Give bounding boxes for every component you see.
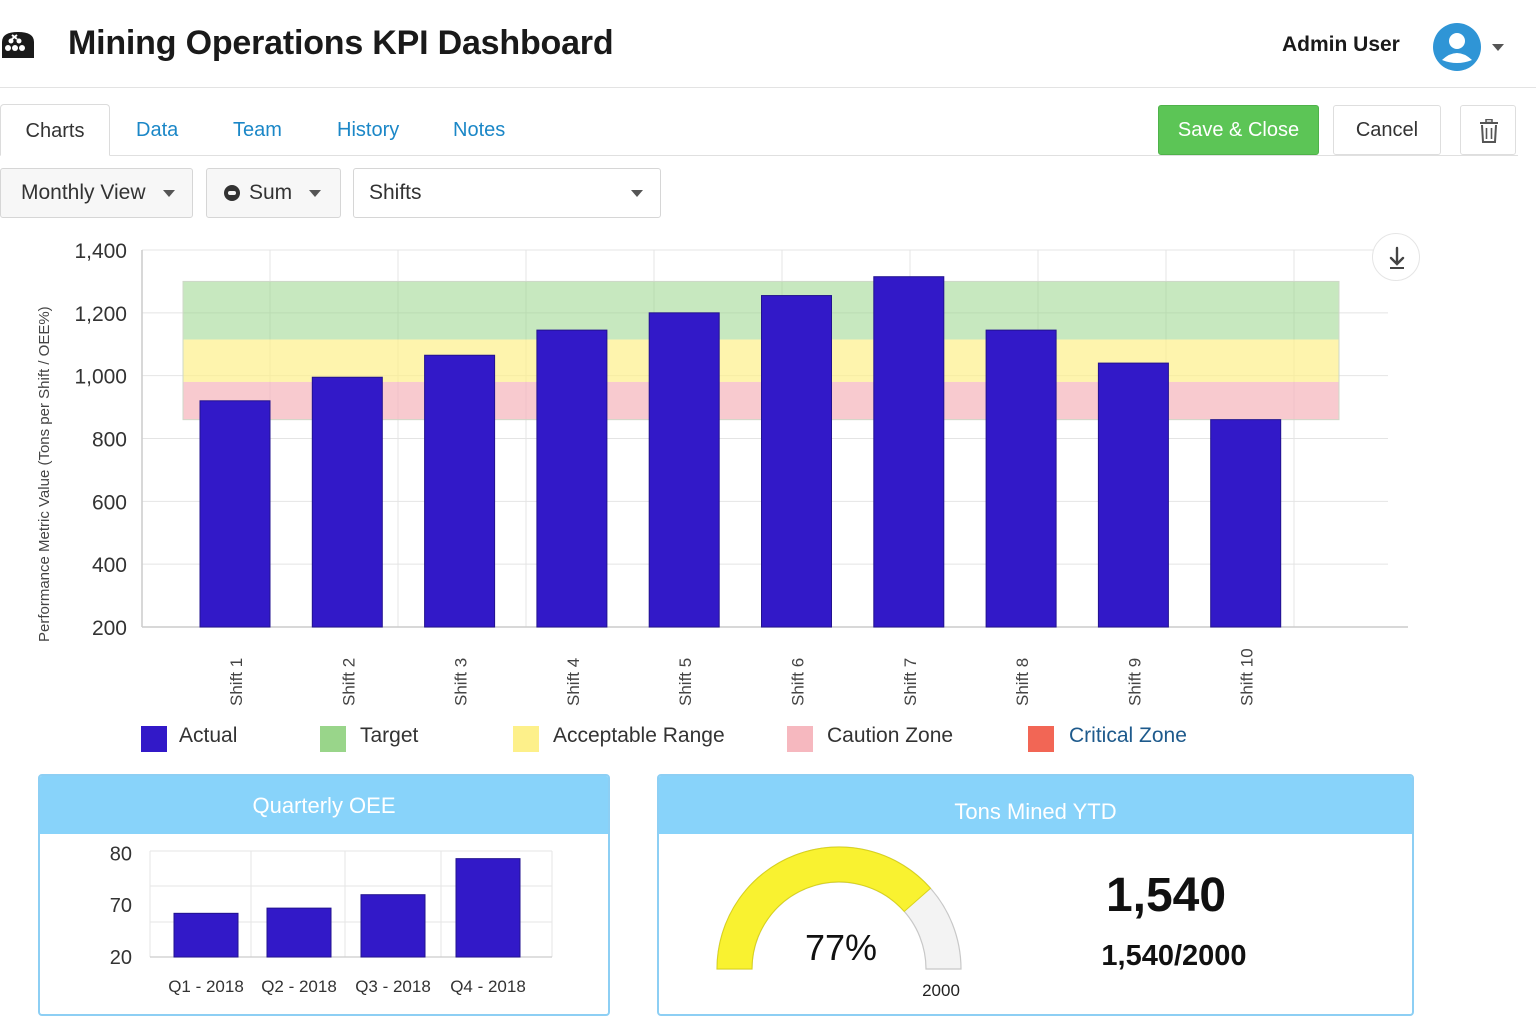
x-tick-label: Shift 3	[452, 658, 471, 706]
quarterly-oee-card: Quarterly OEE 80 70 20 Q1 - 2018 Q2 - 2018 Q3…	[38, 774, 610, 1016]
shift-performance-chart: 200 400 600 800 1,000 1,200 1,400 Shift 1 Shift …	[36, 240, 1408, 706]
tab-data[interactable]: Data	[136, 119, 179, 141]
x-tick-label: Q3 - 2018	[355, 977, 431, 996]
y-tick-label: 1,200	[74, 303, 127, 326]
y-tick-label: 600	[92, 491, 127, 514]
legend-swatch	[513, 726, 539, 752]
y-tick-label: 800	[92, 429, 127, 452]
download-icon	[1389, 246, 1405, 269]
quarterly-oee-chart: 80 70 20 Q1 - 2018 Q2 - 2018 Q3 - 2018 Q4 - 20…	[110, 844, 553, 996]
legend-swatch	[141, 726, 167, 752]
bar-shift-5	[648, 312, 720, 628]
x-tick-label: Q1 - 2018	[168, 977, 244, 996]
aggregate-select[interactable]: Sum	[206, 168, 341, 218]
legend-label: Actual	[179, 724, 238, 747]
tons-big-value: 1,540	[1105, 869, 1227, 922]
cancel-button[interactable]: Cancel	[1333, 105, 1441, 155]
legend-label: Caution Zone	[827, 724, 954, 747]
bar-shift-3	[424, 354, 496, 628]
x-tick-label: Shift 1	[227, 658, 246, 706]
tab-charts[interactable]: Charts	[0, 104, 110, 156]
bar-q3	[360, 894, 426, 958]
bar-shift-4	[536, 329, 608, 628]
bar-shift-2	[311, 376, 383, 628]
x-tick-label: Q4 - 2018	[450, 977, 526, 996]
x-tick-label: Shift 2	[339, 658, 358, 706]
card-title: Tons Mined YTD	[659, 776, 1412, 834]
download-chart-button[interactable]	[1372, 233, 1420, 281]
view-select-value: Monthly View	[21, 181, 146, 204]
bar-q2	[266, 907, 332, 958]
y-tick-label: 70	[110, 895, 132, 917]
bar-shift-10	[1210, 419, 1282, 628]
bar-q1	[173, 912, 239, 958]
bar-shift-6	[761, 295, 832, 628]
tab-team[interactable]: Team	[233, 119, 282, 141]
x-tick-label: Shift 7	[901, 658, 920, 706]
legend-swatch	[320, 726, 346, 752]
y-tick-label: 20	[110, 947, 132, 969]
y-axis-label: Performance Metric Value (Tons per Shift…	[36, 306, 53, 642]
tons-gauge: 77% 2000	[716, 846, 962, 1000]
caret-down-icon	[163, 190, 175, 197]
aggregate-select-value: Sum	[249, 181, 293, 204]
x-tick-label: Shift 10	[1238, 648, 1257, 706]
aggregate-icon	[224, 185, 240, 201]
bar-shift-7	[873, 276, 945, 628]
legend-label: Critical Zone	[1069, 724, 1187, 747]
user-avatar-icon[interactable]	[1432, 22, 1482, 72]
tab-notes[interactable]: Notes	[453, 119, 506, 141]
x-tick-label: Shift 4	[564, 658, 583, 706]
caret-down-icon	[309, 190, 321, 197]
x-tick-label: Shift 6	[789, 658, 808, 706]
group-by-select-value: Shifts	[369, 181, 422, 204]
tab-history[interactable]: History	[337, 119, 400, 141]
y-tick-label: 400	[92, 554, 127, 577]
legend-swatch	[1028, 726, 1054, 752]
y-tick-label: 1,000	[74, 366, 127, 389]
tons-ratio-value: 1,540/2000	[1101, 940, 1247, 972]
bar-shift-8	[985, 329, 1057, 628]
bar-shift-1	[199, 400, 271, 628]
legend-label: Target	[360, 724, 419, 747]
chart-legend: Actual Target Acceptable Range Caution Z…	[0, 722, 1400, 754]
legend-swatch	[787, 726, 813, 752]
y-tick-label: 1,400	[74, 240, 127, 263]
save-close-button[interactable]: Save & Close	[1158, 105, 1319, 155]
card-title: Quarterly OEE	[40, 776, 608, 834]
gauge-percent-label: 77%	[805, 927, 877, 968]
legend-label: Acceptable Range	[553, 724, 725, 747]
bar-shift-9	[1097, 362, 1169, 628]
mine-cart-icon	[0, 26, 36, 62]
y-tick-label: 80	[110, 844, 132, 866]
page-title: Mining Operations KPI Dashboard	[68, 24, 614, 62]
y-tick-label: 200	[92, 617, 127, 640]
gauge-max-label: 2000	[922, 981, 960, 1000]
user-name[interactable]: Admin User	[1282, 33, 1400, 56]
view-select[interactable]: Monthly View	[0, 168, 193, 218]
caret-down-icon	[631, 190, 643, 197]
delete-button[interactable]	[1460, 105, 1516, 155]
x-tick-label: Shift 9	[1125, 658, 1144, 706]
tabs-divider	[110, 155, 1518, 156]
gauge-fill	[716, 846, 932, 970]
bar-q4	[455, 858, 521, 958]
chevron-down-icon[interactable]	[1490, 40, 1506, 52]
group-by-select[interactable]: Shifts	[353, 168, 661, 218]
x-tick-label: Shift 8	[1013, 658, 1032, 706]
tons-mined-card: Tons Mined YTD 77% 2000	[657, 774, 1414, 1016]
x-tick-label: Shift 5	[676, 658, 695, 706]
x-tick-label: Q2 - 2018	[261, 977, 337, 996]
app-header: Mining Operations KPI Dashboard Admin Us…	[0, 0, 1536, 88]
trash-icon	[1480, 119, 1498, 143]
